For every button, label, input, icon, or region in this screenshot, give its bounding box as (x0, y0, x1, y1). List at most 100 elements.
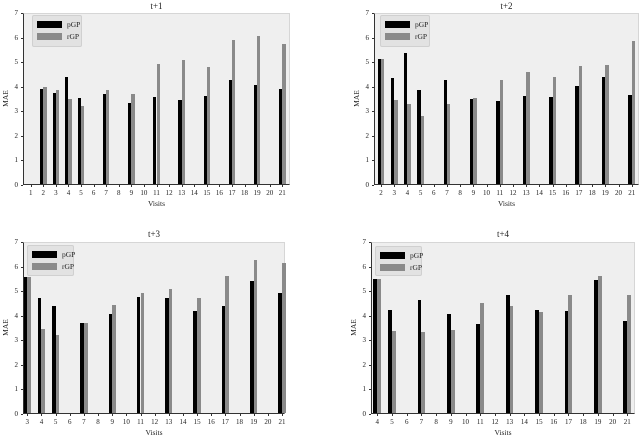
y-tick-label: 6 (14, 262, 19, 271)
bar-rgp (168, 289, 173, 413)
x-tick-label: 9 (449, 418, 453, 426)
x-tick-label: 4 (66, 189, 71, 197)
bar-rgp (568, 295, 573, 413)
bar-pgp (178, 99, 182, 184)
x-tick-label: 8 (117, 189, 121, 197)
legend-label: pGP (62, 250, 76, 259)
y-tick-mark (372, 37, 374, 39)
y-tick-mark (369, 315, 371, 317)
y-tick-mark (369, 291, 371, 293)
y-tick-label: 4 (14, 82, 19, 91)
x-tick-mark (81, 185, 83, 187)
y-tick-label: 6 (365, 33, 370, 42)
y-tick-mark (21, 185, 23, 186)
x-tick-label: 8 (96, 418, 100, 426)
x-tick-mark (494, 414, 496, 416)
x-tick-mark (41, 414, 43, 416)
bar-rgp (55, 334, 60, 413)
bar-pgp (23, 276, 28, 413)
x-tick-mark (182, 414, 184, 416)
legend-item-pgp: pGP (32, 250, 75, 259)
y-tick-label: 7 (365, 9, 370, 17)
bar-rgp (257, 35, 261, 184)
bar-pgp (373, 279, 378, 413)
bar-rgp (539, 311, 543, 413)
bar-rgp (381, 59, 385, 184)
x-tick-label: 6 (404, 418, 409, 426)
legend-swatch-rgp (37, 33, 62, 40)
x-axis-label: Visits (147, 199, 166, 208)
bar-rgp (181, 59, 185, 184)
y-tick-label: 5 (362, 287, 367, 296)
x-tick-mark (421, 414, 423, 416)
x-tick-mark (524, 414, 526, 416)
bar-rgp (499, 79, 504, 184)
x-tick-mark (568, 414, 570, 416)
legend: pGP rGP (375, 246, 423, 276)
bar-rgp (41, 328, 46, 413)
x-tick-mark (69, 414, 71, 416)
x-tick-label: 17 (575, 189, 583, 197)
bar-pgp (377, 59, 381, 184)
bar-rgp (83, 323, 88, 413)
x-tick-label: 20 (266, 189, 274, 197)
bar-pgp (253, 84, 258, 184)
x-tick-label: 6 (432, 189, 436, 197)
bar-rgp (480, 302, 485, 413)
x-tick-mark (197, 414, 199, 416)
x-tick-mark (181, 185, 183, 187)
bar-pgp (628, 95, 632, 184)
y-tick-label: 1 (365, 156, 370, 165)
bar-pgp (193, 311, 198, 413)
x-tick-label: 1 (28, 189, 33, 197)
x-tick-label: 16 (215, 189, 223, 197)
x-tick-label: 3 (54, 189, 58, 197)
bar-rgp (197, 298, 201, 413)
bar-pgp (388, 309, 392, 413)
bar-pgp (278, 292, 282, 413)
bar-rgp (450, 329, 455, 413)
x-tick-mark (420, 185, 422, 187)
chart-title: t+2 (500, 1, 513, 11)
x-tick-label: 6 (91, 189, 96, 197)
x-tick-label: 3 (392, 189, 396, 197)
x-tick-label: 18 (588, 189, 596, 197)
y-tick-mark (21, 62, 23, 64)
bar-rgp (112, 304, 116, 413)
x-tick-label: 14 (535, 189, 543, 197)
x-tick-mark (377, 414, 379, 416)
x-tick-mark (446, 185, 448, 187)
y-tick-label: 1 (14, 385, 19, 394)
y-tick-label: 1 (14, 156, 19, 165)
x-tick-mark (450, 414, 452, 416)
bar-pgp (505, 295, 510, 413)
x-tick-mark (112, 414, 114, 416)
x-tick-label: 19 (250, 418, 258, 426)
bar-rgp (43, 86, 47, 184)
x-tick-mark (605, 185, 607, 187)
x-tick-label: 12 (165, 189, 173, 197)
bar-rgp (421, 332, 426, 413)
y-tick-label: 2 (14, 360, 19, 369)
bar-rgp (473, 98, 477, 184)
legend-label: pGP (67, 20, 81, 29)
legend: pGP rGP (27, 245, 75, 276)
bar-rgp (446, 103, 451, 184)
bar-rgp (55, 90, 60, 184)
bar-rgp (420, 115, 424, 184)
y-tick-label: 0 (362, 410, 367, 418)
y-tick-mark (21, 291, 23, 293)
bar-pgp (564, 311, 569, 413)
bar-pgp (136, 296, 141, 413)
bar-pgp (535, 309, 540, 413)
x-tick-label: 4 (375, 418, 380, 426)
x-tick-label: 11 (496, 189, 504, 197)
y-tick-mark (369, 389, 371, 391)
y-tick-label: 6 (362, 262, 367, 271)
bar-rgp (509, 306, 514, 413)
plot-area (23, 242, 286, 414)
x-tick-label: 15 (193, 418, 201, 426)
x-tick-label: 15 (549, 189, 557, 197)
y-tick-label: 0 (14, 410, 19, 418)
y-tick-mark (21, 364, 23, 366)
